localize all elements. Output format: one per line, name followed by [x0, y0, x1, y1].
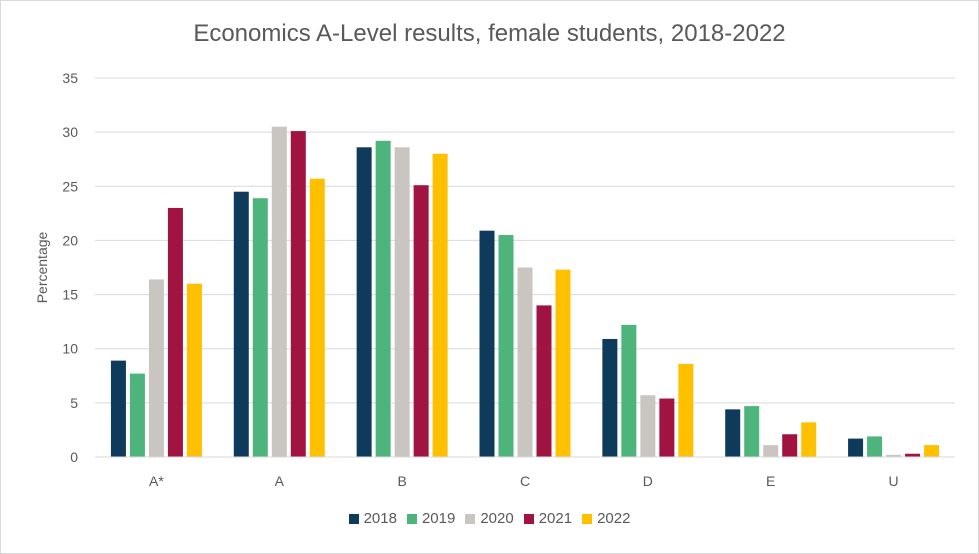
- x-tick-label: E: [766, 473, 775, 489]
- legend-swatch: [406, 513, 417, 524]
- legend-item: 2019: [406, 510, 456, 527]
- x-tick-label: C: [520, 473, 530, 489]
- x-tick-label: B: [397, 473, 406, 489]
- legend-item: 2018: [348, 510, 397, 527]
- legend-item: 2022: [582, 510, 630, 527]
- legend-label: 2018: [363, 510, 397, 527]
- legend-swatch: [465, 513, 476, 524]
- bar-2020-E: [763, 445, 779, 457]
- bar-2019-D: [621, 324, 637, 457]
- x-tick-label: U: [889, 473, 899, 489]
- legend-swatch: [523, 513, 534, 524]
- bar-2019-B: [375, 140, 391, 457]
- y-tick-label: 15: [62, 287, 78, 303]
- bar-2018-A: [233, 191, 249, 457]
- y-tick-label: 35: [62, 70, 78, 86]
- bar-2019-E: [744, 406, 760, 457]
- y-tick-label: 30: [62, 124, 78, 140]
- bar-2018-E: [725, 409, 741, 457]
- y-tick-label: 20: [62, 232, 78, 248]
- bar-2020-C: [517, 267, 533, 457]
- x-tick-label: D: [643, 473, 653, 489]
- bar-2019-A: [252, 198, 268, 457]
- bars: [110, 126, 940, 458]
- bar-2019-U: [867, 436, 883, 457]
- bar-2020-D: [640, 395, 656, 457]
- bar-2021-B: [413, 185, 429, 457]
- bar-2018-C: [479, 230, 495, 457]
- x-tick-label: A: [275, 473, 285, 489]
- legend-label: 2019: [421, 510, 456, 527]
- x-tick-label: A*: [149, 473, 164, 489]
- y-tick-label: 25: [62, 178, 78, 194]
- bar-2018-A*: [110, 360, 126, 457]
- bar-2022-A: [309, 178, 325, 457]
- x-axis-ticks: A* A B C D E U: [149, 473, 899, 489]
- bar-2019-C: [498, 235, 514, 457]
- y-tick-label: 0: [70, 449, 78, 465]
- chart-title: Economics A-Level results, female studen…: [193, 20, 786, 47]
- legend-label: 2022: [597, 510, 631, 527]
- bar-2018-B: [356, 147, 372, 457]
- bar-2021-E: [782, 434, 798, 457]
- y-axis-ticks: 0 5 10 15 20 25 30 35: [62, 70, 78, 465]
- bar-2021-A*: [167, 207, 183, 457]
- bar-2020-A*: [148, 279, 164, 457]
- legend: 2018 2019 2020 2021 2022: [0, 510, 979, 527]
- legend-swatch: [582, 513, 593, 524]
- bar-2018-D: [602, 338, 618, 457]
- legend-label: 2021: [538, 510, 573, 527]
- bar-2022-B: [432, 153, 448, 458]
- bar-2021-A: [290, 131, 306, 457]
- bar-2022-D: [678, 363, 694, 457]
- legend-item: 2020: [465, 510, 514, 527]
- legend-item: 2021: [523, 510, 573, 527]
- bar-2021-U: [905, 453, 921, 457]
- bar-2020-B: [394, 147, 410, 457]
- y-axis-label: Percentage: [34, 231, 50, 303]
- bar-2022-U: [924, 445, 940, 457]
- bar-2020-A: [271, 126, 287, 457]
- bar-2022-C: [555, 269, 571, 457]
- bar-2018-U: [848, 438, 864, 457]
- bar-2019-A*: [129, 373, 145, 457]
- legend-label: 2020: [480, 510, 514, 527]
- bar-2022-A*: [186, 283, 202, 457]
- bar-2022-E: [801, 422, 817, 457]
- bar-2021-D: [659, 398, 675, 457]
- y-tick-label: 10: [62, 341, 78, 357]
- bar-2021-C: [536, 305, 552, 457]
- legend-swatch: [348, 513, 359, 524]
- y-tick-label: 5: [70, 395, 78, 411]
- bar-2020-U: [886, 454, 902, 457]
